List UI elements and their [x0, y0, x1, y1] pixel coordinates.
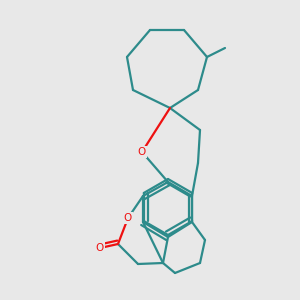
Text: O: O: [124, 213, 132, 223]
Text: O: O: [96, 243, 104, 253]
Text: O: O: [138, 147, 146, 157]
